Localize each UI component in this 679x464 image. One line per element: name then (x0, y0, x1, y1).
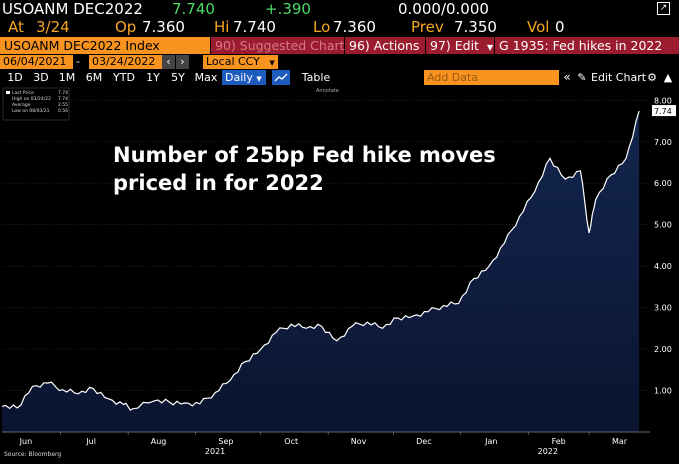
annotation-line-1: Number of 25bp Fed hike moves (113, 143, 496, 167)
y-tick-label: 5.00 (654, 221, 672, 230)
price-line (1, 110, 640, 412)
x-tick-label: Sep (218, 437, 233, 446)
range-toolbar: 1D 3D 1M 6M YTD 1Y 5Y Max Daily ▼ Table … (0, 70, 679, 85)
source-label: Source: Bloomberg (4, 451, 62, 458)
gear-icon[interactable]: ⚙ (647, 71, 657, 84)
period-1d-button[interactable]: 1D (7, 71, 23, 84)
expand-icon[interactable]: ↗ (657, 2, 670, 15)
quote-header-row1: USOANM DEC2022 7.740 +.390 0.000/0.000 ↗ (0, 0, 679, 18)
x-tick-label: Oct (284, 437, 298, 446)
frequency-label: Daily (225, 71, 253, 84)
x-tick-label: Aug (151, 437, 167, 446)
open-label: Op (115, 18, 137, 36)
last-price: 7.740 (172, 0, 215, 18)
x-tick-label: Dec (416, 437, 431, 446)
high-value: 7.740 (233, 18, 276, 36)
annotate-label[interactable]: Annotate (316, 88, 339, 94)
last-value-badge (652, 105, 676, 117)
quote-header-row2: At 3/24 Op 7.360 Hi 7.740 Lo 7.360 Prev … (0, 18, 679, 36)
suggested-charts-button[interactable]: 90) Suggested Charts (211, 37, 351, 54)
chevron-down-icon: ▼ (256, 75, 262, 83)
x-tick-label: Jan (484, 437, 497, 446)
year-label: 2021 (205, 447, 225, 456)
date-separator: - (73, 55, 83, 69)
low-value: 7.360 (333, 18, 376, 36)
next-period-icon[interactable]: › (176, 55, 189, 69)
legend-average-label: Average (12, 102, 31, 108)
legend-low: 0.56 (58, 108, 68, 114)
volume-label: Vol (527, 18, 550, 36)
period-ytd-button[interactable]: YTD (113, 71, 135, 84)
chart-title-field[interactable]: G 1935: Fed hikes in 2022 (495, 37, 679, 54)
prev-period-icon[interactable]: ‹ (162, 55, 175, 69)
date-toolbar: 06/04/2021 - 03/24/2022 ‹ › Local CCY ▼ (0, 55, 679, 69)
y-tick-label: 7.00 (654, 138, 672, 147)
actions-label: 96) Actions (349, 38, 420, 53)
period-1y-button[interactable]: 1Y (146, 71, 160, 84)
y-tick-label: 2.00 (654, 345, 672, 354)
end-date-input[interactable]: 03/24/2022 (89, 55, 162, 69)
price-change: +.390 (265, 0, 311, 18)
bid-ask: 0.000/0.000 (398, 0, 489, 18)
x-tick-label: Feb (552, 437, 566, 446)
low-label: Lo (313, 18, 331, 36)
edit-chart-button[interactable]: Edit Chart (591, 71, 647, 84)
currency-select[interactable]: Local CCY ▼ (203, 55, 278, 69)
legend-last-price-label: Last Price (12, 90, 34, 96)
annotation-line-2: priced in for 2022 (113, 171, 324, 195)
area-chart: Jun Jul Aug Sep Oct Nov Dec Jan Feb Mar 2021 2022 1… (1, 87, 676, 456)
period-6m-button[interactable]: 6M (85, 71, 103, 84)
last-value-label: 7.74 (654, 107, 672, 116)
chart-panel: Jun Jul Aug Sep Oct Nov Dec Jan Feb Mar 2021 2022 1… (0, 86, 679, 460)
edit-label: 97) Edit (430, 38, 479, 53)
ticker-symbol[interactable]: USOANM DEC2022 (2, 0, 143, 18)
y-tick-label: 1.00 (654, 387, 672, 396)
x-tick-label: Mar (612, 437, 628, 446)
period-5y-button[interactable]: 5Y (171, 71, 185, 84)
x-tick-label: Nov (351, 437, 367, 446)
volume-value: 0 (555, 18, 565, 36)
chart-annotation: Number of 25bp Fed hike moves priced in … (113, 141, 496, 197)
prev-label: Prev (411, 18, 444, 36)
table-button[interactable]: Table (301, 71, 331, 84)
legend-last-price: 7.74 (58, 90, 68, 96)
add-data-input[interactable]: Add Data (424, 70, 559, 85)
at-value: 3/24 (36, 18, 70, 36)
currency-label: Local CCY (206, 55, 260, 68)
legend-high-label: High on 03/24/22 (12, 96, 51, 102)
period-1m-button[interactable]: 1M (58, 71, 76, 84)
start-date-input[interactable]: 06/04/2021 (0, 55, 73, 69)
area-fill (2, 111, 640, 432)
legend-box: Last Price 7.74 High on 03/24/22 7.74 Av… (2, 87, 70, 121)
chevron-up-icon[interactable]: ▲ (663, 71, 673, 84)
security-field[interactable]: USOANM DEC2022 Index (0, 37, 210, 54)
pencil-icon[interactable]: ✎ (577, 71, 587, 84)
line-chart-icon[interactable] (272, 70, 290, 85)
x-tick-label: Jul (85, 437, 96, 446)
y-tick-label: 3.00 (654, 304, 672, 313)
legend-average: 2.55 (58, 102, 68, 108)
function-toolbar: USOANM DEC2022 Index 90) Suggested Chart… (0, 37, 679, 54)
legend-high: 7.74 (58, 96, 68, 102)
y-tick-label: 6.00 (654, 179, 672, 188)
open-value: 7.360 (142, 18, 185, 36)
year-label: 2022 (538, 447, 558, 456)
period-max-button[interactable]: Max (194, 71, 218, 84)
chevron-down-icon: ▼ (269, 59, 275, 67)
collapse-left-icon[interactable]: « (563, 70, 571, 84)
edit-menu[interactable]: 97) Edit ▼ (426, 37, 494, 54)
at-label: At (8, 18, 24, 36)
actions-menu[interactable]: 96) Actions ▼ (345, 37, 434, 54)
y-tick-label: 8.00 (654, 96, 672, 105)
chevron-down-icon: ▼ (486, 43, 494, 52)
legend-low-label: Low on 08/03/21 (12, 108, 50, 114)
high-label: Hi (214, 18, 230, 36)
prev-value: 7.350 (454, 18, 497, 36)
x-tick-label: Jun (19, 437, 33, 446)
frequency-select[interactable]: Daily ▼ (222, 70, 266, 85)
y-tick-label: 4.00 (654, 262, 672, 271)
period-3d-button[interactable]: 3D (33, 71, 49, 84)
